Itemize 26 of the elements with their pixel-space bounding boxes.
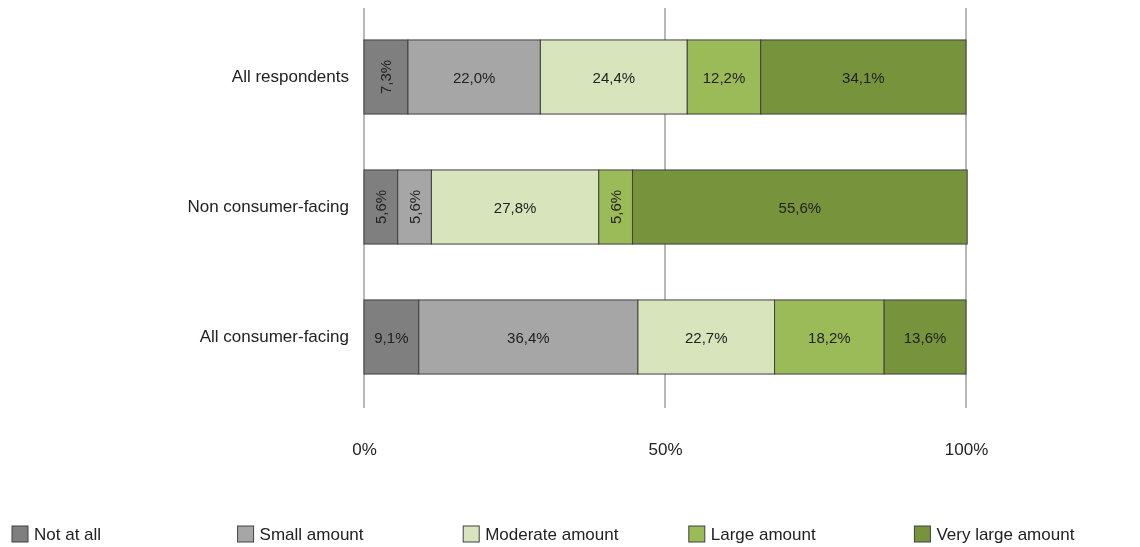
legend-label: Small amount <box>259 524 364 544</box>
data-label: 55,6% <box>778 198 822 216</box>
data-label: 27,8% <box>493 198 537 216</box>
data-label: 7,3% <box>377 59 395 95</box>
legend-label: Not at all <box>34 524 102 544</box>
data-label: 13,6% <box>903 328 947 346</box>
data-label: 9,1% <box>374 328 409 346</box>
y-tick-label: All consumer-facing <box>199 327 349 347</box>
data-label: 18,2% <box>808 328 851 346</box>
data-label: 34,1% <box>842 68 885 86</box>
data-label: 22,0% <box>452 68 496 86</box>
y-tick-label: All respondents <box>231 67 349 87</box>
data-label: 12,2% <box>702 68 746 86</box>
x-tick-label: 50% <box>648 440 683 460</box>
legend-label: Large amount <box>710 524 816 544</box>
x-tick-label: 100% <box>944 440 989 460</box>
data-label: 36,4% <box>507 328 550 346</box>
y-tick-label: Non consumer-facing <box>187 197 349 217</box>
data-label: 5,6% <box>607 189 625 225</box>
x-tick-label: 0% <box>352 440 377 460</box>
legend-label: Very large amount <box>936 524 1075 544</box>
data-label: 5,6% <box>406 189 424 225</box>
legend-label: Moderate amount <box>485 524 619 544</box>
data-label: 24,4% <box>592 68 636 86</box>
data-label: 22,7% <box>684 328 728 346</box>
data-label: 5,6% <box>372 189 390 225</box>
